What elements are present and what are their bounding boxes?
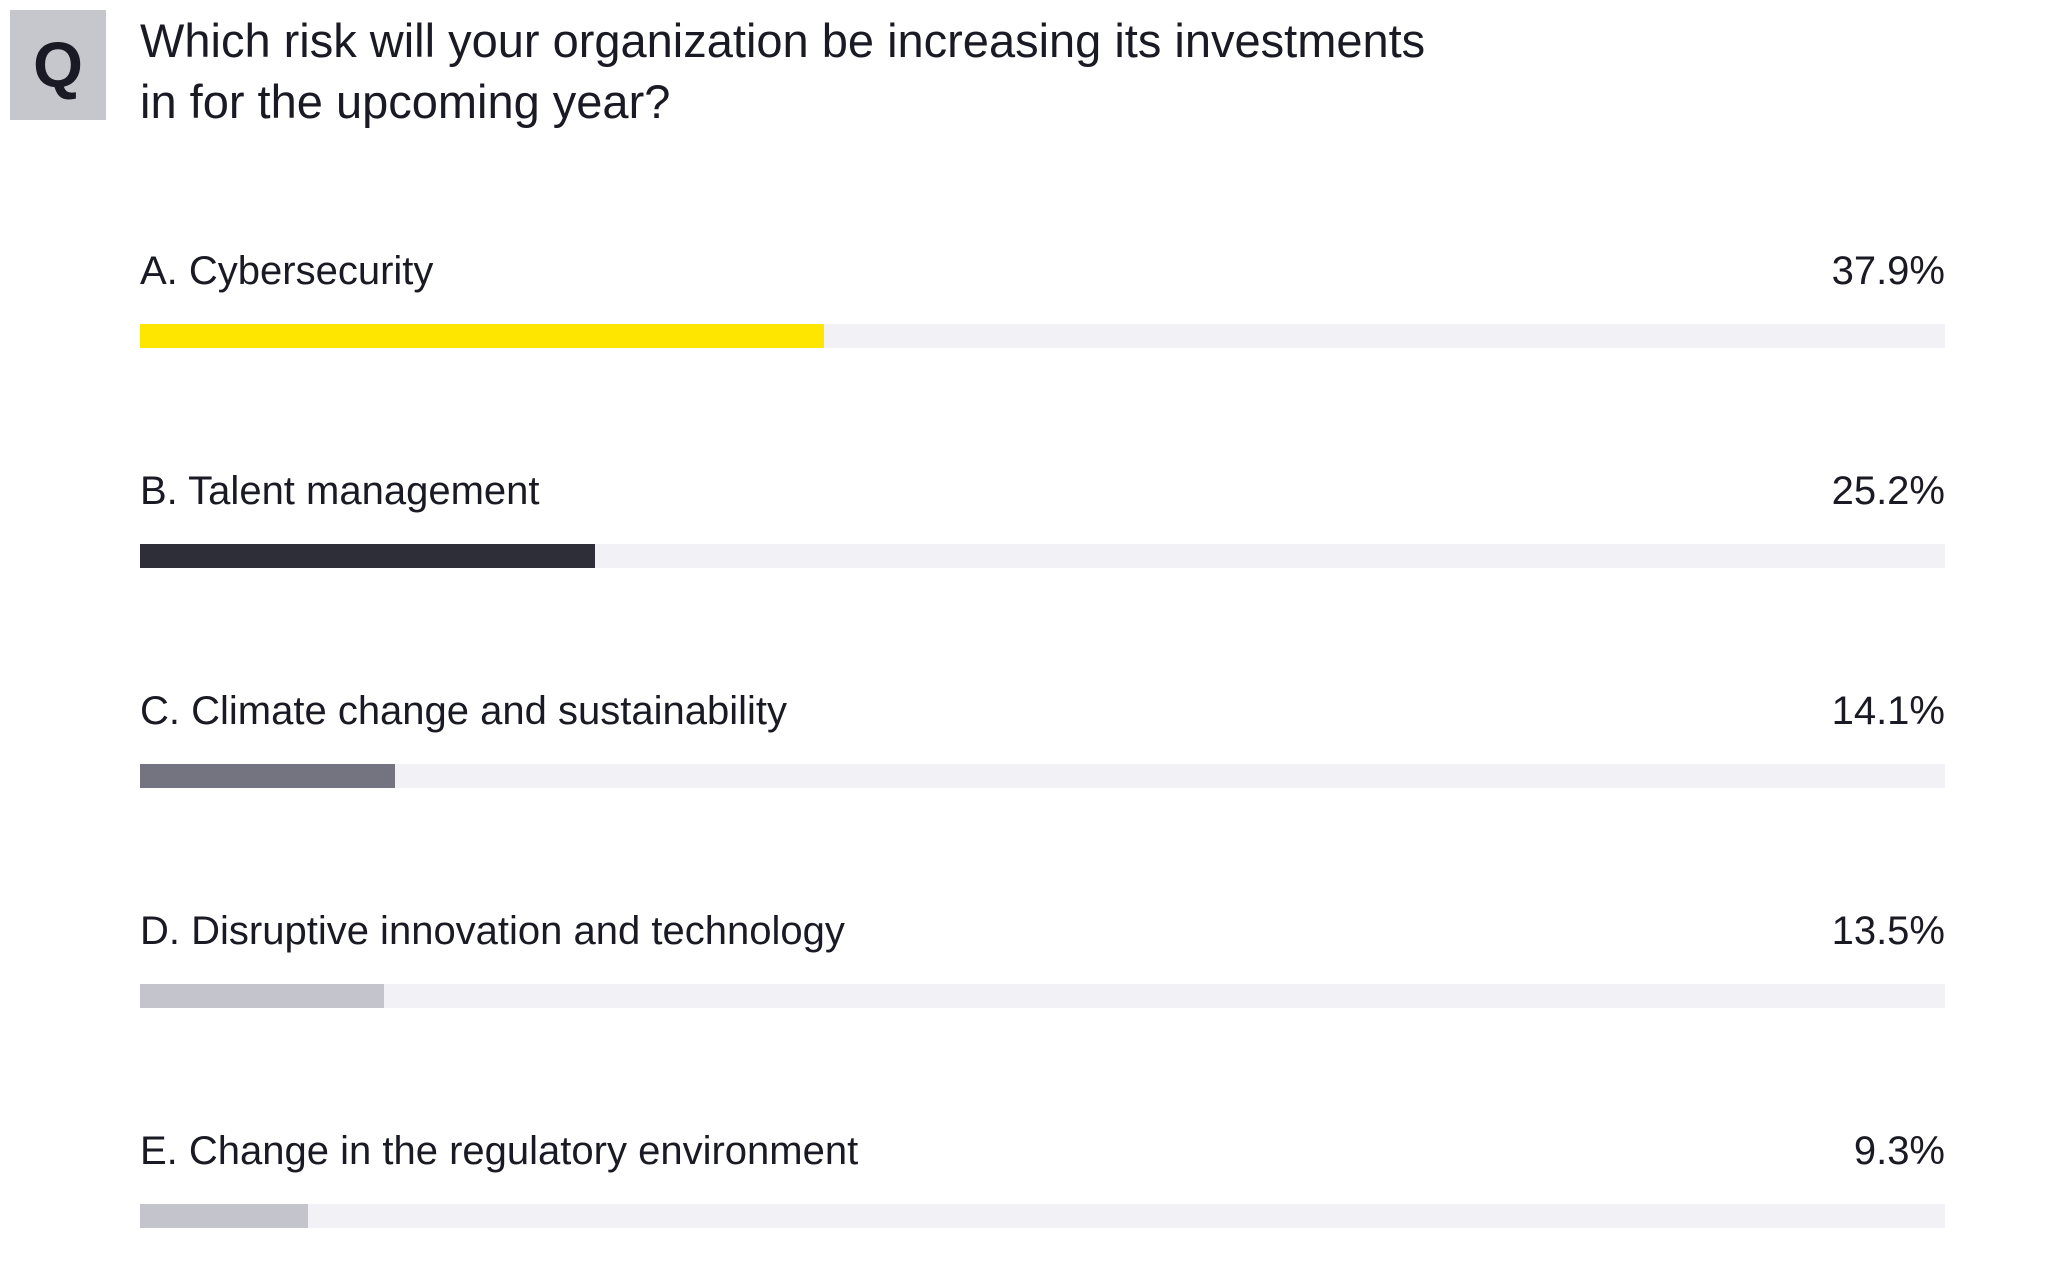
- option-row-head: A. Cybersecurity 37.9%: [140, 248, 1945, 294]
- bar-track: [140, 544, 1945, 568]
- option-value: 13.5%: [1831, 909, 1945, 953]
- option-label: B. Talent management: [140, 469, 540, 513]
- bar-track: [140, 1204, 1945, 1228]
- poll-results-chart: A. Cybersecurity 37.9% B. Talent managem…: [140, 248, 1945, 1228]
- option-label: A. Cybersecurity: [140, 249, 434, 293]
- poll-option-row-b: B. Talent management 25.2%: [140, 468, 1945, 568]
- bar-fill: [140, 544, 595, 568]
- question-title: Which risk will your organization be inc…: [140, 10, 1425, 132]
- option-value: 14.1%: [1831, 689, 1945, 733]
- poll-option-row-d: D. Disruptive innovation and technology …: [140, 908, 1945, 1008]
- option-row-head: D. Disruptive innovation and technology …: [140, 908, 1945, 954]
- bar-fill: [140, 984, 384, 1008]
- option-value: 37.9%: [1831, 249, 1945, 293]
- option-label: E. Change in the regulatory environment: [140, 1129, 859, 1173]
- option-row-head: E. Change in the regulatory environment …: [140, 1128, 1945, 1174]
- option-value: 9.3%: [1853, 1129, 1945, 1173]
- option-label: D. Disruptive innovation and technology: [140, 909, 845, 953]
- option-row-head: C. Climate change and sustainability 14.…: [140, 688, 1945, 734]
- bar-fill: [140, 324, 825, 348]
- bar-fill: [140, 1204, 308, 1228]
- question-badge: Q: [10, 10, 106, 120]
- bar-track: [140, 984, 1945, 1008]
- bar-fill: [140, 764, 395, 788]
- bar-track: [140, 764, 1945, 788]
- option-row-head: B. Talent management 25.2%: [140, 468, 1945, 514]
- bar-track: [140, 324, 1945, 348]
- option-value: 25.2%: [1831, 469, 1945, 513]
- poll-option-row-e: E. Change in the regulatory environment …: [140, 1128, 1945, 1228]
- poll-option-row-a: A. Cybersecurity 37.9%: [140, 248, 1945, 348]
- option-label: C. Climate change and sustainability: [140, 689, 788, 733]
- question-title-line2: in for the upcoming year?: [140, 75, 671, 128]
- poll-option-row-c: C. Climate change and sustainability 14.…: [140, 688, 1945, 788]
- question-header: Q Which risk will your organization be i…: [0, 0, 2048, 132]
- question-title-line1: Which risk will your organization be inc…: [140, 14, 1426, 67]
